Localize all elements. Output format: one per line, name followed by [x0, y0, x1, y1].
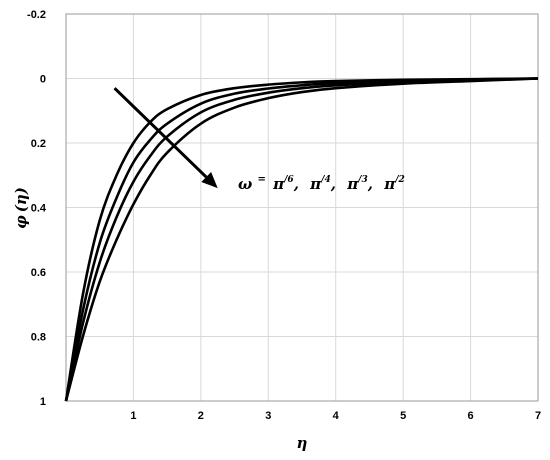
y-axis-label: φ (η) [12, 187, 30, 229]
x-tick-label: 4 [333, 410, 340, 422]
x-tick-label: 1 [130, 410, 136, 422]
x-axis-label: η [297, 434, 308, 452]
x-tick-label: 6 [468, 410, 474, 422]
svg-text:φ(η): φ (η) [12, 187, 30, 229]
y-axis-label-sub: (η) [12, 187, 30, 212]
x-tick-label: 5 [400, 410, 406, 422]
separator-3: , [367, 175, 373, 193]
value-pi-2: π [383, 175, 396, 193]
x-tick-label: 7 [535, 410, 541, 422]
value-den-4: /4 [320, 175, 331, 185]
annotation-arrow [113, 87, 208, 179]
value-pi-3: π [346, 175, 359, 193]
y-tick-label: 0.4 [31, 203, 47, 215]
separator-1: , [293, 175, 299, 193]
y-tick-label: 0.8 [31, 332, 46, 344]
series-line-1 [64, 77, 539, 402]
series-line-4 [64, 77, 539, 402]
separator-2: , [330, 175, 336, 193]
value-den-2: /2 [394, 175, 405, 185]
omega-symbol: ω [238, 175, 252, 193]
omega-annotation: ω = π/6, π/4, π/3, π/2 [113, 87, 405, 193]
y-axis-label-main: φ [12, 215, 30, 229]
grid [66, 14, 538, 401]
series-lines [64, 77, 539, 402]
equals-sign: = [258, 174, 266, 185]
y-tick-label: 0.2 [31, 138, 46, 150]
value-pi-6: π [272, 175, 285, 193]
annotation-arrow-head [201, 171, 218, 189]
series-line-2 [64, 77, 539, 402]
y-tick-label: 1 [40, 396, 46, 408]
x-tick-label: 3 [265, 410, 271, 422]
value-den-3: /3 [357, 175, 368, 185]
x-axis-ticks: 1 2 3 4 5 6 7 [130, 410, 541, 422]
value-den-6: /6 [283, 175, 294, 185]
y-tick-label: -0.2 [27, 9, 46, 21]
value-pi-4: π [309, 175, 322, 193]
plot-frame [65, 13, 539, 402]
series-line-3 [64, 77, 539, 402]
y-tick-label: 0.6 [31, 267, 46, 279]
x-tick-label: 2 [198, 410, 204, 422]
y-tick-label: 0 [40, 74, 46, 86]
y-axis-ticks: -0.2 0 0.2 0.4 0.6 0.8 1 [27, 9, 47, 408]
svg-text:ω = π/6, π/4: ω = π/6, π/4, π/3, π/2 [238, 168, 405, 193]
